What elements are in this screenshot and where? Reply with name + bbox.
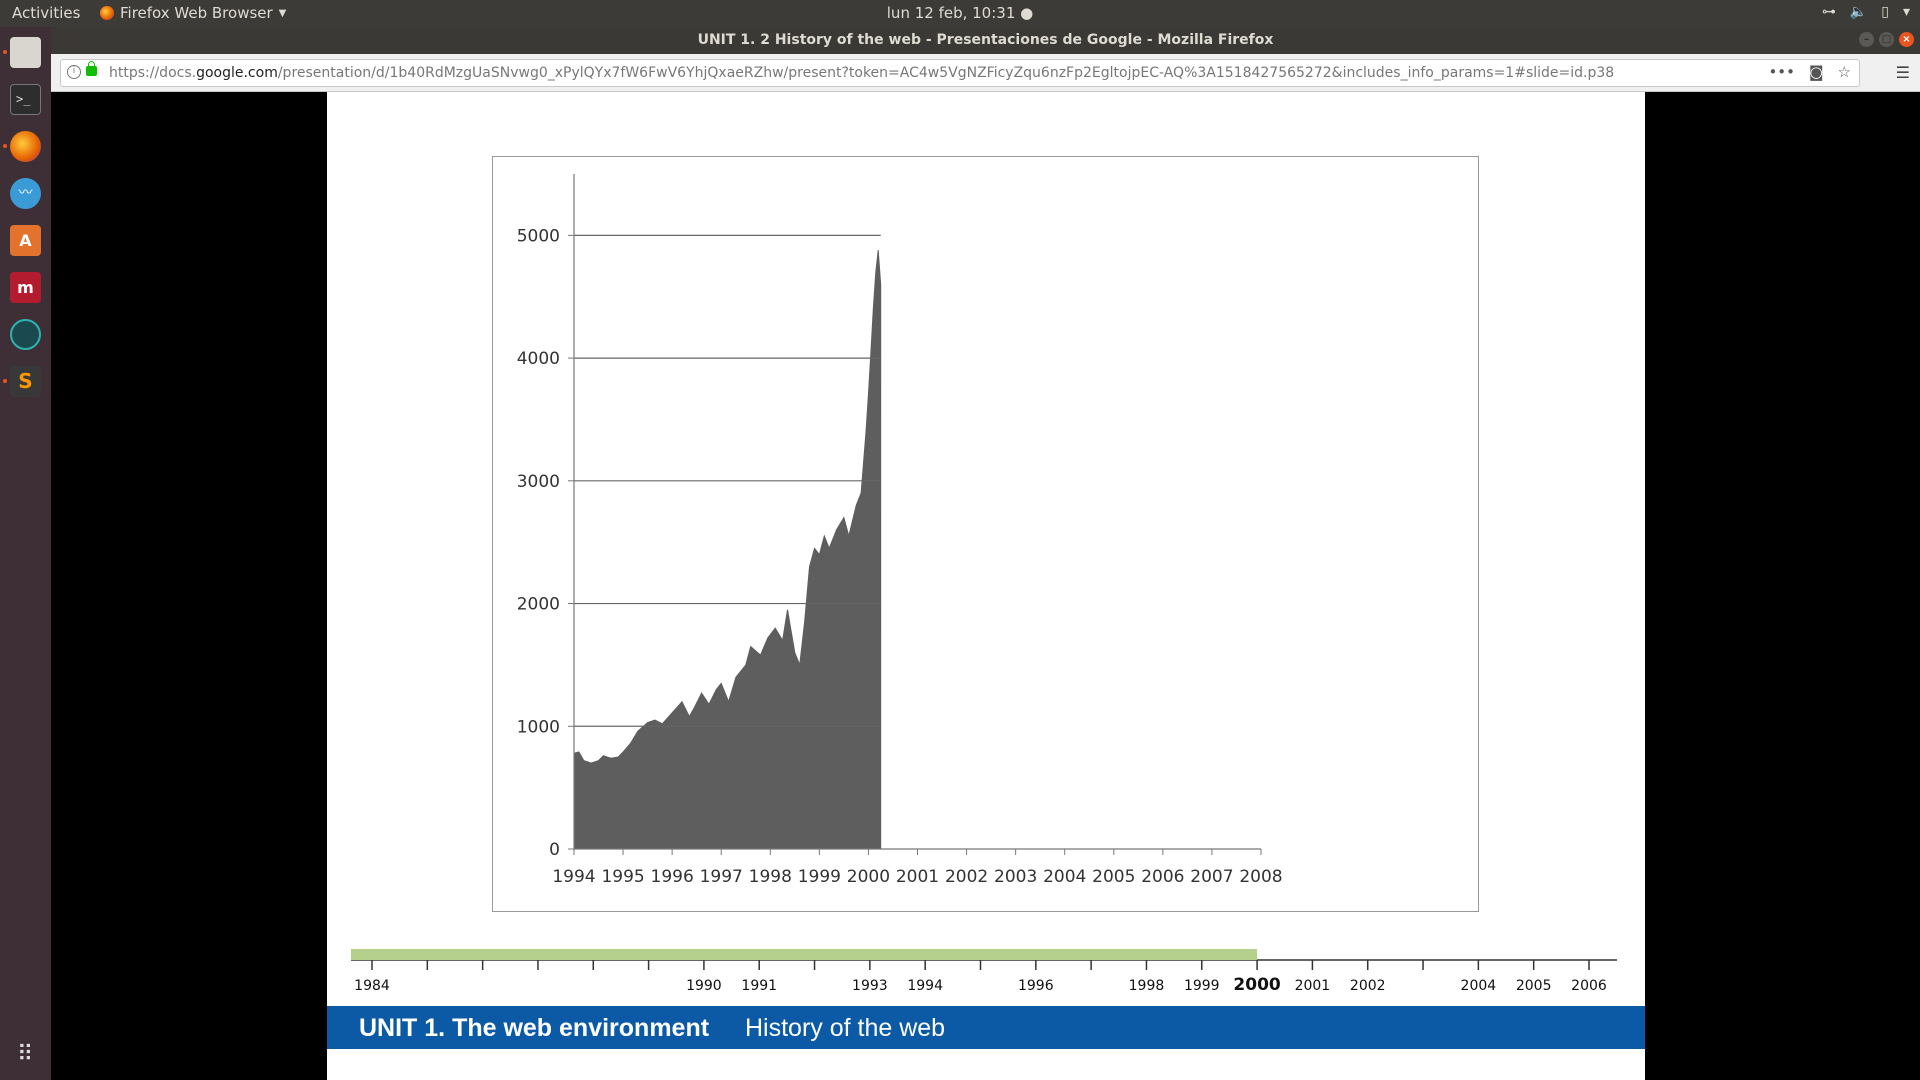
series-area xyxy=(573,250,882,850)
running-indicator xyxy=(3,379,7,383)
mustache-app-icon[interactable]: 〰 xyxy=(10,178,41,209)
x-tick-label: 2001 xyxy=(896,867,939,887)
software-center-icon[interactable]: A xyxy=(10,225,41,256)
slide-footer: UNIT 1. The web environment History of t… xyxy=(327,1006,1645,1049)
sublime-text-icon[interactable]: S xyxy=(3,366,41,397)
timeline-current-year: 2000 xyxy=(1233,975,1280,995)
footer-unit-title: UNIT 1. The web environment xyxy=(359,1014,710,1042)
timeline-year-label: 2002 xyxy=(1350,978,1386,994)
activities-button[interactable]: Activities xyxy=(12,4,81,22)
app-menu[interactable]: Firefox Web Browser ▼ xyxy=(100,4,286,22)
hamburger-menu-icon[interactable]: ☰ xyxy=(1895,63,1910,82)
timeline: 1984 1990 1991 1993 1994 1996 1998 1999 2000 2001… xyxy=(347,947,1645,997)
timeline-year-label: 2006 xyxy=(1571,978,1607,994)
chevron-down-icon: ▼ xyxy=(278,7,287,19)
x-tick-label: 2000 xyxy=(847,867,890,887)
x-tick-label: 1998 xyxy=(749,867,792,887)
slide[interactable]: 0 1000 2000 3000 4000 5000 1994 1995 1996 1997 199… xyxy=(327,92,1645,1080)
timeline-year-label: 1999 xyxy=(1184,978,1220,994)
timeline-year-label: 1991 xyxy=(741,978,777,994)
y-tick-label: 5000 xyxy=(517,226,560,246)
firefox-icon xyxy=(100,6,114,20)
timeline-svg: 1984 1990 1991 1993 1994 1996 1998 1999 2000 2001… xyxy=(351,949,1617,995)
gitkraken-icon[interactable] xyxy=(10,319,41,350)
x-tick-label: 2002 xyxy=(945,867,988,887)
timeline-year-label: 1996 xyxy=(1018,978,1054,994)
timeline-year-label: 1998 xyxy=(1129,978,1165,994)
x-tick-label: 1997 xyxy=(700,867,743,887)
info-icon[interactable]: i xyxy=(67,65,81,79)
show-applications-icon[interactable]: ⠿ xyxy=(16,1042,34,1067)
x-tick-label: 2005 xyxy=(1092,867,1135,887)
nasdaq-area-chart: 0 1000 2000 3000 4000 5000 1994 1995 1996 1997 199… xyxy=(517,174,1283,887)
y-tick-label: 0 xyxy=(549,840,560,860)
x-tick-label: 2004 xyxy=(1043,867,1086,887)
y-tick-label: 3000 xyxy=(517,472,560,492)
timeline-year-label: 1994 xyxy=(907,978,943,994)
launcher: >_ 〰 A m S ⠿ xyxy=(0,27,51,1080)
timeline-year-label: 1993 xyxy=(852,978,888,994)
timeline-progress xyxy=(351,949,1258,960)
x-tick-label: 1996 xyxy=(651,867,694,887)
running-indicator xyxy=(3,50,7,54)
x-tick-label: 1995 xyxy=(601,867,644,887)
window-title: UNIT 1. 2 History of the web - Presentac… xyxy=(697,32,1274,48)
window-title-bar: UNIT 1. 2 History of the web - Presentac… xyxy=(51,27,1920,54)
y-tick-label: 4000 xyxy=(517,349,560,369)
clock[interactable]: lun 12 feb, 10:31 ● xyxy=(886,4,1034,22)
terminal-icon[interactable]: >_ xyxy=(10,84,41,115)
navigation-toolbar: i https://docs.google.com/presentation/d… xyxy=(51,54,1920,92)
x-tick-label: 1994 xyxy=(552,867,595,887)
x-tick-label: 2006 xyxy=(1141,867,1184,887)
chart-frame: 0 1000 2000 3000 4000 5000 1994 1995 1996 1997 199… xyxy=(492,156,1479,912)
firefox-launcher-icon[interactable] xyxy=(3,131,41,162)
system-tray[interactable]: ⊶ 🔈 ▯ ▾ xyxy=(1822,4,1910,20)
url-text[interactable]: https://docs.google.com/presentation/d/1… xyxy=(109,65,1615,81)
x-tick-label: 1999 xyxy=(798,867,841,887)
volume-icon[interactable]: 🔈 xyxy=(1849,4,1868,20)
close-icon[interactable]: × xyxy=(1899,32,1914,47)
x-tick-label: 2003 xyxy=(994,867,1037,887)
app-menu-label: Firefox Web Browser xyxy=(120,4,273,22)
timeline-year-label: 2005 xyxy=(1516,978,1552,994)
files-icon[interactable] xyxy=(3,37,41,68)
timeline-year-label: 1990 xyxy=(686,978,722,994)
network-icon[interactable]: ⊶ xyxy=(1821,4,1836,20)
timeline-year-label: 1984 xyxy=(354,978,390,994)
running-indicator xyxy=(3,144,7,148)
y-tick-label: 1000 xyxy=(517,717,560,737)
maximize-icon[interactable]: □ xyxy=(1879,32,1894,47)
url-field[interactable]: i https://docs.google.com/presentation/d… xyxy=(60,59,1860,87)
x-tick-label: 2007 xyxy=(1190,867,1233,887)
y-tick-label: 2000 xyxy=(517,595,560,615)
power-menu-icon[interactable]: ▾ xyxy=(1902,4,1910,20)
lock-icon[interactable] xyxy=(86,61,97,76)
presentation-stage: 0 1000 2000 3000 4000 5000 1994 1995 1996 1997 199… xyxy=(51,92,1920,1080)
pocket-icon[interactable]: ◙ xyxy=(1808,63,1824,81)
timeline-year-label: 2004 xyxy=(1461,978,1497,994)
system-top-bar: Activities Firefox Web Browser ▼ lun 12 … xyxy=(0,0,1920,27)
minimize-icon[interactable]: – xyxy=(1859,32,1874,47)
timeline-year-label: 2001 xyxy=(1295,978,1331,994)
bookmark-star-icon[interactable]: ☆ xyxy=(1837,63,1851,81)
footer-subtitle: History of the web xyxy=(745,1014,946,1042)
mendeley-icon[interactable]: m xyxy=(10,272,41,303)
battery-icon[interactable]: ▯ xyxy=(1881,4,1889,20)
x-tick-label: 2008 xyxy=(1239,867,1282,887)
page-actions-icon[interactable]: ••• xyxy=(1768,63,1795,81)
